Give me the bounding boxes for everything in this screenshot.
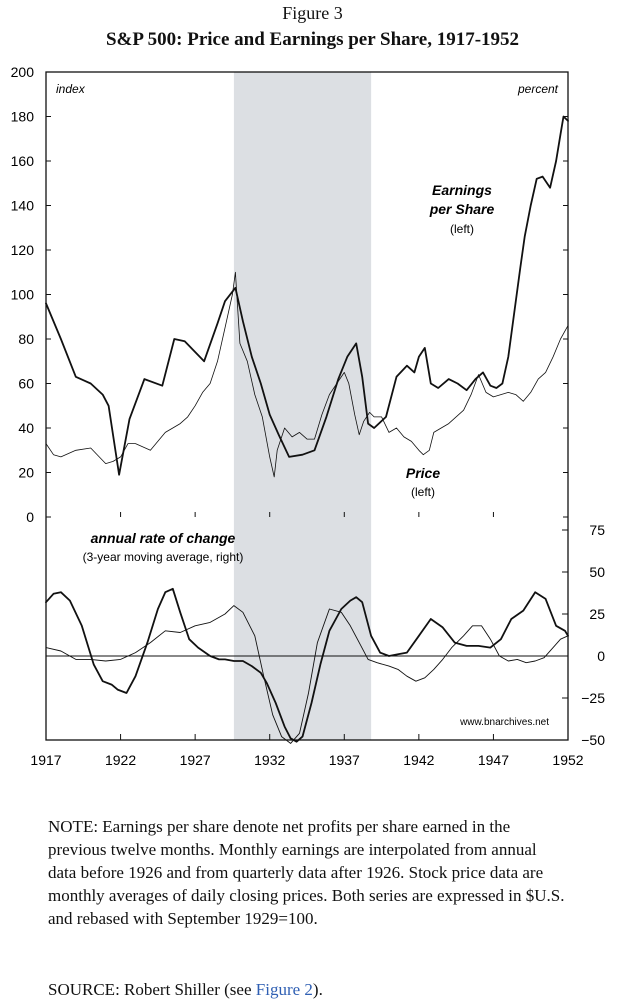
left-tick-label: 180 xyxy=(11,109,35,125)
plot-frame xyxy=(45,71,569,741)
chart-title: S&P 500: Price and Earnings per Share, 1… xyxy=(105,29,520,50)
right-tick-label: 0 xyxy=(597,648,605,664)
note-text: NOTE: Earnings per share denote net prof… xyxy=(48,817,565,928)
x-tick-label: 1917 xyxy=(30,752,61,768)
left-tick-label: 160 xyxy=(11,153,35,169)
upper-panel-lines xyxy=(45,115,569,478)
chart-svg: 0 20 40 60 80 100 120 140 160 180 200 75 50 25 0 −25 −50… xyxy=(11,64,606,768)
price-label-line1: Price xyxy=(406,465,440,481)
left-tick-label: 80 xyxy=(18,331,34,347)
rate-of-change-title: annual rate of change xyxy=(91,530,236,546)
eps-label-line3: (left) xyxy=(450,222,474,236)
source-suffix: ). xyxy=(312,980,323,999)
axis-ticks xyxy=(45,71,569,741)
figure-2-link[interactable]: Figure 2 xyxy=(255,980,313,999)
eps-label-line2: per Share xyxy=(429,201,495,217)
left-tick-label: 40 xyxy=(18,420,34,436)
x-tick-label: 1947 xyxy=(478,752,509,768)
left-axis-unit-label: index xyxy=(56,82,86,96)
x-tick-label: 1942 xyxy=(403,752,434,768)
source-text: SOURCE: Robert Shiller (see Figure 2). xyxy=(48,978,588,1001)
left-tick-label: 60 xyxy=(18,376,34,392)
series-line-0 xyxy=(45,115,569,476)
left-tick-label: 120 xyxy=(11,242,35,258)
left-tick-label: 100 xyxy=(11,287,35,303)
axis-tick-labels: 0 20 40 60 80 100 120 140 160 180 200 75 50 25 0 −25 −50… xyxy=(11,64,606,768)
x-tick-label: 1927 xyxy=(180,752,211,768)
left-tick-label: 140 xyxy=(11,198,35,214)
price-label-line2: (left) xyxy=(411,485,435,499)
rate-of-change-subtitle: (3-year moving average, right) xyxy=(83,550,244,564)
left-tick-label: 0 xyxy=(26,509,34,525)
left-tick-label: 20 xyxy=(18,465,34,481)
right-tick-label: 25 xyxy=(589,606,605,622)
recession-shade xyxy=(233,72,372,740)
eps-label-line1: Earnings xyxy=(432,182,492,198)
x-tick-label: 1937 xyxy=(329,752,360,768)
watermark: www.bnarchives.net xyxy=(459,717,549,728)
right-tick-label: −50 xyxy=(581,732,605,748)
x-tick-label: 1932 xyxy=(254,752,285,768)
right-axis-unit-label: percent xyxy=(517,82,559,96)
x-tick-label: 1952 xyxy=(552,752,583,768)
right-tick-label: −25 xyxy=(581,690,605,706)
right-tick-label: 75 xyxy=(589,522,605,538)
left-tick-label: 200 xyxy=(11,64,35,80)
x-tick-label: 1922 xyxy=(105,752,136,768)
source-prefix: SOURCE: Robert Shiller (see xyxy=(48,980,256,999)
series-line-3 xyxy=(45,605,569,744)
figure-caption: Figure 3 xyxy=(282,3,343,23)
right-tick-label: 50 xyxy=(589,564,605,580)
series-line-1 xyxy=(45,271,569,478)
